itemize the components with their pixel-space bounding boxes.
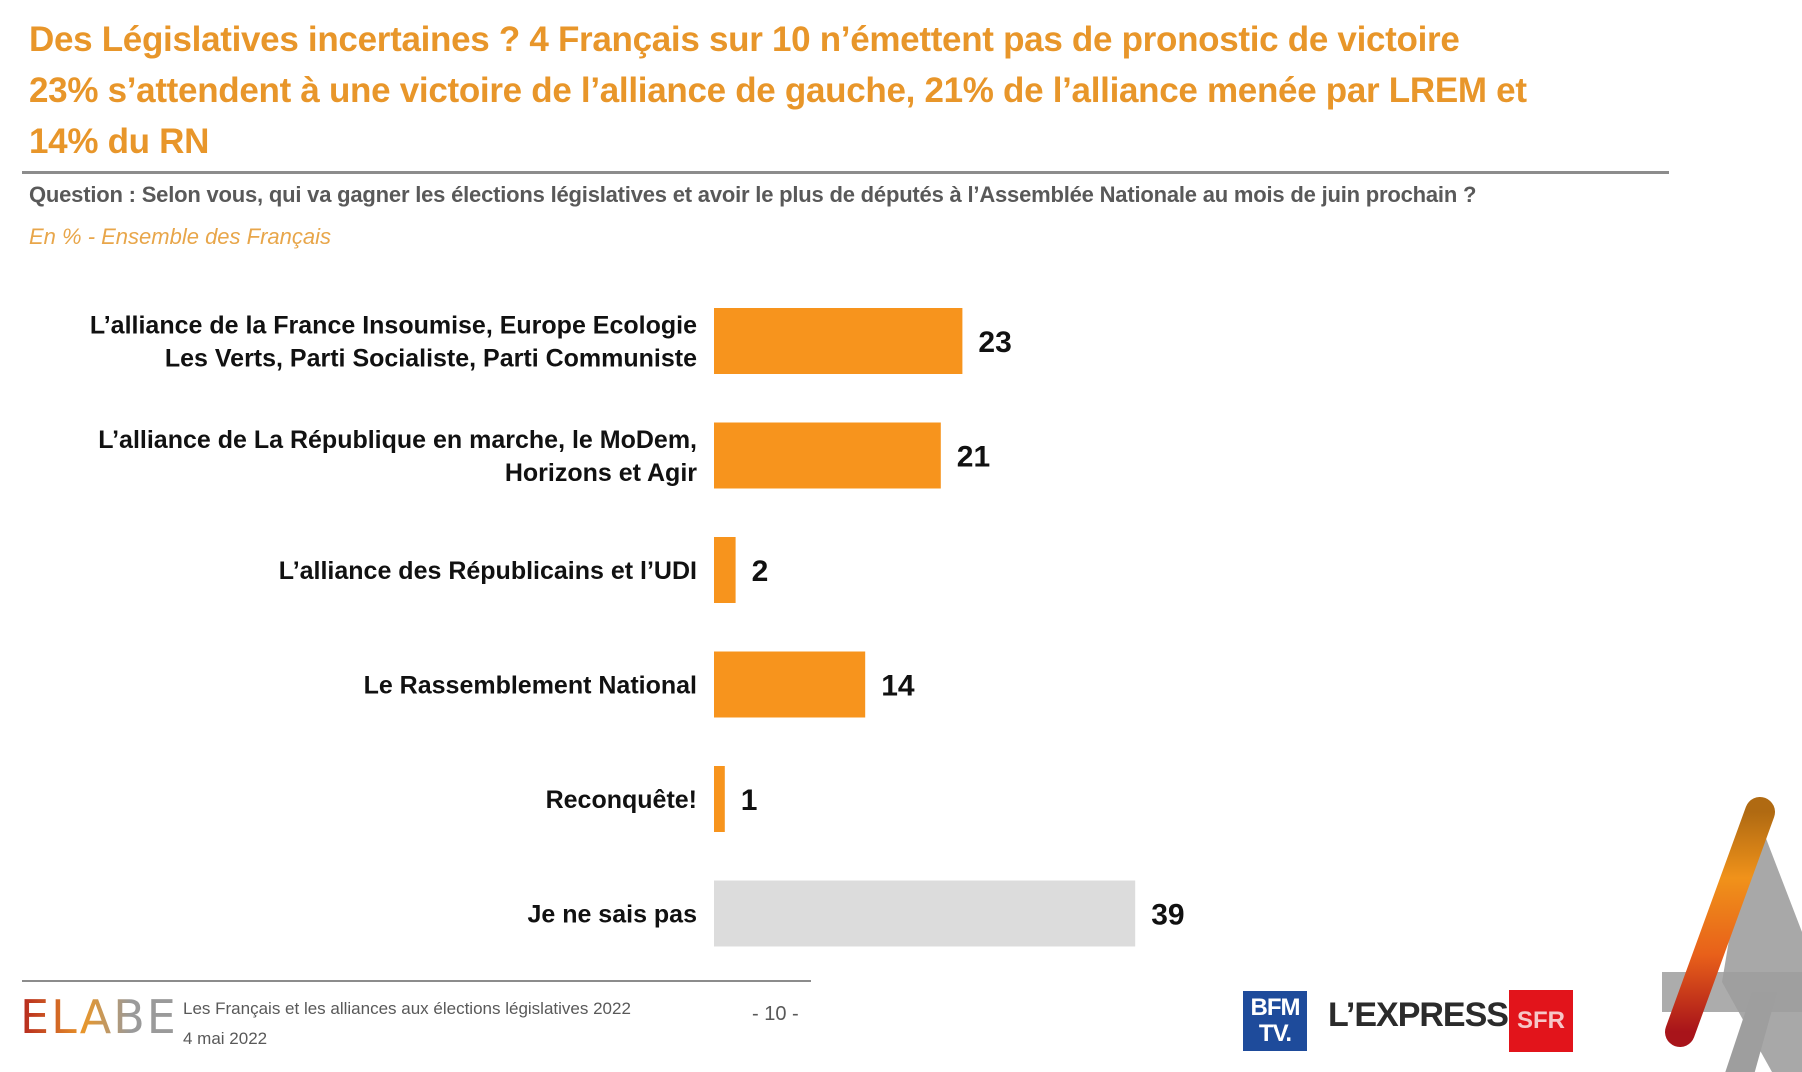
bfmtv-logo: BFM TV. [1243, 991, 1307, 1051]
lexpress-logo: L’EXPRESS [1328, 996, 1509, 1034]
study-date: 4 mai 2022 [183, 1029, 268, 1048]
title-line-3: 14% du RN [29, 122, 210, 161]
footer-divider [22, 980, 811, 982]
bar-2 [714, 537, 736, 603]
bar-0 [714, 308, 963, 374]
value-label-2: 2 [752, 555, 769, 588]
title-line-1: Des Législatives incertaines ? 4 Françai… [29, 20, 1460, 59]
slide-title: Des Législatives incertaines ? 4 Françai… [29, 14, 1729, 167]
category-label-5: Je ne sais pas [527, 901, 697, 929]
bar-5 [714, 880, 1136, 947]
footer-info: Les Français et les alliances aux électi… [183, 994, 631, 1054]
category-label-line: L’alliance des Républicains et l’UDI [279, 557, 697, 585]
title-line-2: 23% s’attendent à une victoire de l’alli… [29, 71, 1527, 110]
bfm-text: BFM [1250, 994, 1301, 1021]
elabe-logo: ELABE [20, 990, 178, 1044]
category-label-line: Les Verts, Parti Socialiste, Parti Commu… [165, 345, 697, 373]
value-label-5: 39 [1151, 899, 1184, 932]
category-label-0: L’alliance de la France Insoumise, Europ… [90, 312, 697, 373]
tv-text: TV. [1258, 1020, 1292, 1047]
value-label-0: 23 [978, 326, 1011, 359]
value-label-3: 14 [881, 670, 915, 703]
survey-question: Question : Selon vous, qui va gagner les… [29, 182, 1477, 207]
header-divider [22, 171, 1669, 174]
value-label-1: 21 [957, 441, 990, 474]
page-number: - 10 - [752, 1003, 799, 1025]
sfr-logo: SFR [1509, 990, 1573, 1052]
category-label-line: Le Rassemblement National [364, 672, 697, 700]
category-label-line: Reconquête! [546, 786, 697, 814]
category-label-1: L’alliance de La République en marche, l… [98, 426, 697, 487]
value-label-4: 1 [741, 784, 758, 817]
category-label-line: Je ne sais pas [527, 901, 697, 929]
bar-chart: 23 L’alliance de la France Insoumise, Eur… [90, 308, 1185, 947]
category-label-3: Le Rassemblement National [364, 672, 697, 700]
category-label-line: L’alliance de La République en marche, l… [98, 426, 697, 454]
bar-1 [714, 422, 941, 489]
category-label-2: L’alliance des Républicains et l’UDI [279, 557, 697, 585]
bar-4 [714, 766, 725, 832]
category-label-line: L’alliance de la France Insoumise, Europ… [90, 312, 697, 340]
study-title: Les Français et les alliances aux électi… [183, 999, 631, 1018]
category-label-line: Horizons et Agir [505, 459, 697, 487]
bar-3 [714, 651, 866, 718]
category-label-4: Reconquête! [546, 786, 697, 814]
chart-subtitle: En % - Ensemble des Français [29, 224, 332, 249]
elabe-a-mark-icon [1662, 797, 1802, 1072]
